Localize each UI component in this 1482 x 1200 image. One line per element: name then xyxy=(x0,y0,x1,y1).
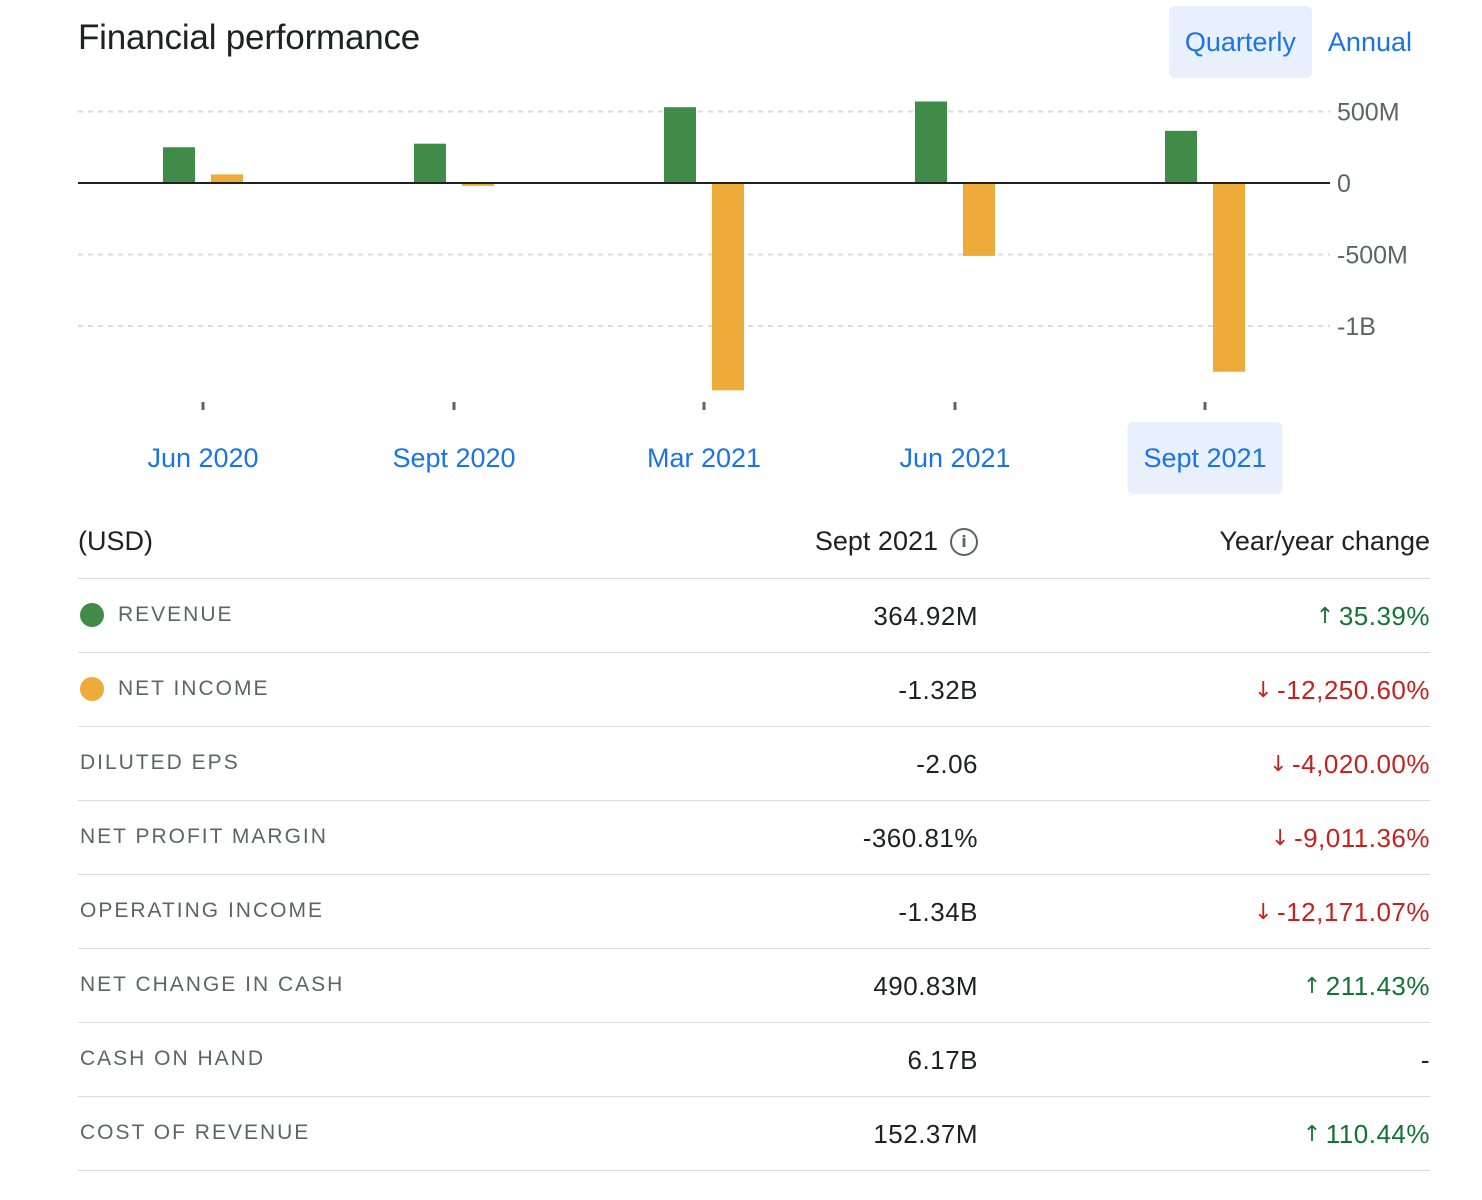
metric-value: 6.17B xyxy=(907,1045,978,1075)
table-row: REVENUE 364.92M ↑ 35.39% xyxy=(78,579,1430,653)
net-income-bar xyxy=(211,174,243,183)
financial-chart: 500M 0 -500M -1B xyxy=(78,99,1408,410)
metric-label-text: OPERATING INCOME xyxy=(80,899,324,922)
arrow-down-icon: ↓ xyxy=(1269,752,1289,777)
metric-value: -1.34B xyxy=(898,897,978,927)
metric-change-value: -12,250.60% xyxy=(1277,675,1430,705)
arrow-up-icon: ↑ xyxy=(1302,974,1322,999)
metric-label: NET INCOME xyxy=(80,677,269,701)
metric-change: ↓ -12,250.60% xyxy=(1254,675,1430,706)
metric-change-value: -4,020.00% xyxy=(1292,749,1430,779)
table-row: COST OF REVENUE 152.37M ↑ 110.44% xyxy=(78,1097,1430,1171)
table-row: OPERATING INCOME -1.34B ↓ -12,171.07% xyxy=(78,875,1430,949)
metric-label: NET PROFIT MARGIN xyxy=(80,825,328,849)
revenue-bar xyxy=(163,147,195,183)
revenue-bar xyxy=(1165,130,1197,183)
metric-label: REVENUE xyxy=(80,603,234,627)
y-tick-label: 500M xyxy=(1337,99,1400,127)
arrow-down-icon: ↓ xyxy=(1254,900,1274,925)
metric-change: ↑ 35.39% xyxy=(1316,601,1430,632)
arrow-down-icon: ↓ xyxy=(1254,678,1274,703)
metric-label-text: DILUTED EPS xyxy=(80,751,240,774)
metric-value: -2.06 xyxy=(916,749,978,779)
net-income-bar xyxy=(462,183,494,186)
y-tick-label: 0 xyxy=(1337,170,1351,198)
metric-change-value: 35.39% xyxy=(1338,601,1430,631)
revenue-bar xyxy=(414,143,446,183)
revenue-legend-dot-icon xyxy=(80,603,104,627)
period-toggle: Quarterly Annual xyxy=(1168,6,1428,78)
arrow-up-icon: ↑ xyxy=(1315,604,1335,629)
period-label[interactable]: Jun 2021 xyxy=(899,443,1011,473)
metric-change: ↑ 110.44% xyxy=(1303,1119,1430,1150)
net-income-legend-dot-icon xyxy=(80,677,104,701)
period-column-label: Sept 2021 xyxy=(814,526,938,556)
metric-label-text: CASH ON HAND xyxy=(80,1047,266,1070)
metric-label: NET CHANGE IN CASH xyxy=(80,973,344,997)
metric-change: - xyxy=(1421,1045,1430,1076)
metric-label: DILUTED EPS xyxy=(80,751,240,775)
net-income-bar xyxy=(712,183,744,391)
metric-change-value: -9,011.36% xyxy=(1293,823,1430,853)
arrow-up-icon: ↑ xyxy=(1302,1122,1322,1147)
metric-change: ↓ -9,011.36% xyxy=(1271,823,1430,854)
net-income-bar xyxy=(963,183,995,256)
period-label[interactable]: Jun 2020 xyxy=(147,443,259,473)
metric-change-value: -12,171.07% xyxy=(1277,897,1430,927)
table-row: NET PROFIT MARGIN -360.81% ↓ -9,011.36% xyxy=(78,801,1430,875)
metric-value: -1.32B xyxy=(898,675,978,705)
table-body: REVENUE 364.92M ↑ 35.39% NET INCOME -1.32B ↓ -1… xyxy=(78,579,1430,1171)
period-label[interactable]: Mar 2021 xyxy=(646,443,762,473)
metric-label: CASH ON HAND xyxy=(80,1047,265,1071)
tab-annual[interactable]: Annual xyxy=(1312,6,1428,78)
currency-unit-label: (USD) xyxy=(78,526,153,556)
metric-label-text: REVENUE xyxy=(118,603,234,626)
period-selector: Jun 2020 Sept 2020 Mar 2021 Jun 2021 Sept 20… xyxy=(0,422,1482,494)
table-row: DILUTED EPS -2.06 ↓ -4,020.00% xyxy=(78,727,1430,801)
revenue-bar xyxy=(915,101,947,183)
metric-value: 152.37M xyxy=(873,1119,978,1149)
metric-change: ↓ -12,171.07% xyxy=(1254,897,1430,928)
financial-table: (USD) Sept 2021 i Year/year change REVEN… xyxy=(78,506,1430,1171)
change-column-header: Year/year change xyxy=(1219,526,1430,556)
metric-value: -360.81% xyxy=(862,823,978,853)
net-income-bar xyxy=(1213,183,1245,372)
table-header: (USD) Sept 2021 i Year/year change xyxy=(78,506,1430,579)
metric-label-text: NET INCOME xyxy=(118,677,270,700)
table-row: CASH ON HAND 6.17B - xyxy=(78,1023,1430,1097)
revenue-bar xyxy=(664,107,696,183)
metric-change: ↑ 211.43% xyxy=(1303,971,1430,1002)
metric-label: COST OF REVENUE xyxy=(80,1121,310,1145)
metric-change: ↓ -4,020.00% xyxy=(1269,749,1430,780)
metric-label-text: NET CHANGE IN CASH xyxy=(80,973,345,996)
y-tick-label: -1B xyxy=(1337,313,1376,341)
metric-label: OPERATING INCOME xyxy=(80,899,324,923)
metric-label-text: NET PROFIT MARGIN xyxy=(80,825,328,848)
metric-change-value: - xyxy=(1420,1045,1430,1075)
period-label[interactable]: Sept 2020 xyxy=(392,443,516,473)
table-row: NET CHANGE IN CASH 490.83M ↑ 211.43% xyxy=(78,949,1430,1023)
metric-change-value: 110.44% xyxy=(1325,1119,1430,1149)
page-title: Financial performance xyxy=(78,18,421,57)
y-tick-label: -500M xyxy=(1337,242,1408,270)
period-label[interactable]: Sept 2021 xyxy=(1127,422,1283,494)
info-icon[interactable]: i xyxy=(950,527,978,556)
tab-quarterly[interactable]: Quarterly xyxy=(1168,6,1312,78)
metric-value: 490.83M xyxy=(873,971,978,1001)
metric-label-text: COST OF REVENUE xyxy=(80,1121,311,1144)
metric-change-value: 211.43% xyxy=(1325,971,1430,1001)
arrow-down-icon: ↓ xyxy=(1271,826,1290,851)
period-column-header: Sept 2021 i xyxy=(815,526,978,557)
metric-value: 364.92M xyxy=(873,601,978,631)
table-row: NET INCOME -1.32B ↓ -12,250.60% xyxy=(78,653,1430,727)
